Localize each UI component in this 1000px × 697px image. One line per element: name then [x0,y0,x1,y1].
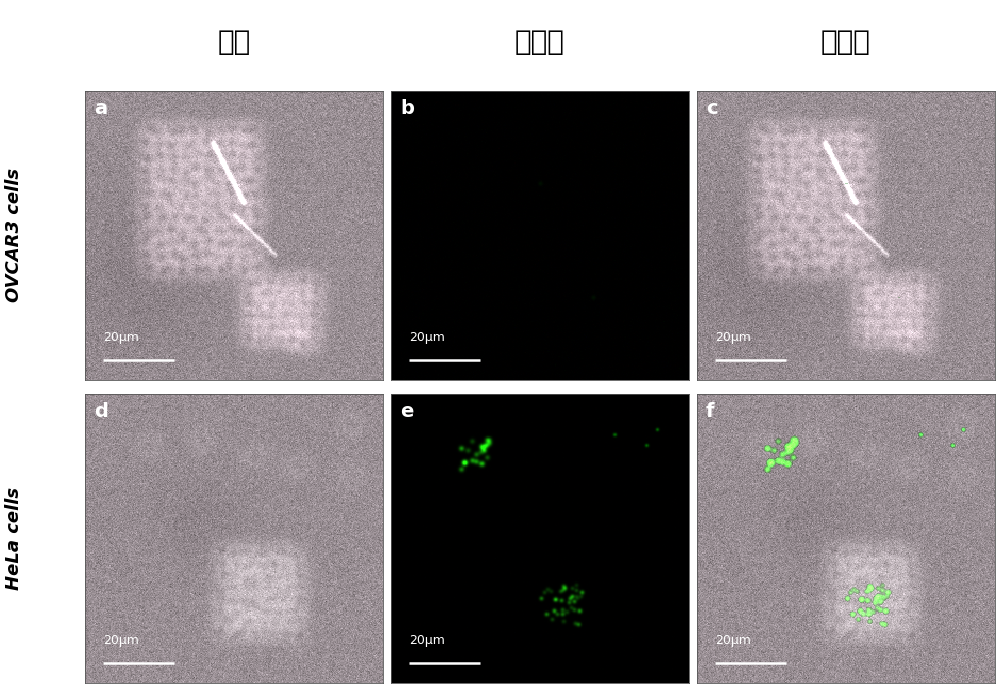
Text: 20μm: 20μm [409,634,445,647]
Text: HeLa cells: HeLa cells [5,487,23,590]
Text: 20μm: 20μm [715,330,751,344]
Text: c: c [706,99,718,118]
Text: 20μm: 20μm [103,330,139,344]
Text: e: e [400,402,413,422]
Text: 疊加场: 疊加场 [821,28,871,56]
Text: d: d [94,402,108,422]
Text: 荧光场: 荧光场 [515,28,565,56]
Text: f: f [706,402,714,422]
Text: 20μm: 20μm [103,634,139,647]
Text: 20μm: 20μm [409,330,445,344]
Text: OVCAR3 cells: OVCAR3 cells [5,168,23,302]
Text: 明场: 明场 [217,28,251,56]
Text: a: a [94,99,107,118]
Text: 20μm: 20μm [715,634,751,647]
Text: b: b [400,99,414,118]
